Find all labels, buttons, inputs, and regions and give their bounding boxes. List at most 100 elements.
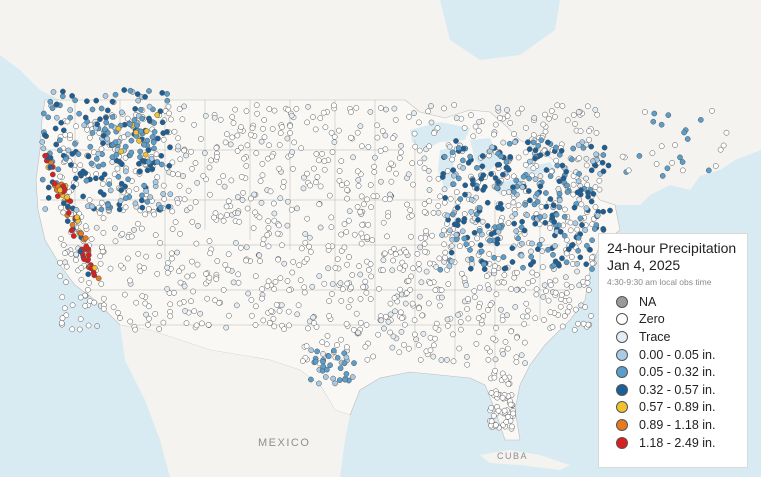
station-dot: [327, 362, 333, 369]
station-dot: [389, 267, 396, 274]
station-dot: [341, 221, 348, 227]
station-dot: [485, 286, 492, 293]
station-dot: [82, 170, 89, 176]
station-dot: [138, 106, 144, 113]
station-dot: [217, 116, 224, 123]
station-dot: [181, 196, 188, 203]
station-dot: [550, 251, 556, 258]
station-dot: [280, 179, 287, 185]
station-dot: [97, 116, 103, 123]
station-dot: [358, 230, 365, 237]
station-dot: [556, 204, 563, 211]
station-dot: [343, 371, 350, 377]
station-dot: [460, 157, 466, 164]
station-dot: [325, 243, 332, 249]
station-dot: [511, 220, 518, 227]
station-dot: [64, 118, 71, 125]
station-dot: [548, 168, 555, 175]
station-dot: [396, 155, 403, 161]
station-dot: [534, 190, 541, 197]
station-dot: [427, 280, 434, 287]
station-dot: [512, 304, 519, 310]
station-dot: [296, 262, 303, 269]
station-dot: [316, 157, 322, 164]
station-dot: [658, 121, 665, 128]
station-dot: [119, 230, 126, 237]
station-dot: [97, 253, 103, 260]
station-dot: [58, 235, 64, 242]
station-dot: [375, 331, 381, 338]
station-dot: [389, 344, 396, 351]
station-dot: [276, 222, 282, 229]
station-dot: [553, 211, 560, 218]
station-dot: [119, 161, 125, 168]
station-dot: [479, 218, 486, 225]
station-dot: [546, 115, 552, 122]
station-dot: [334, 342, 340, 348]
station-dot: [556, 178, 563, 185]
station-dot: [47, 98, 54, 105]
station-dot: [437, 266, 444, 273]
station-dot: [117, 197, 124, 204]
station-dot: [561, 232, 568, 239]
station-dot: [513, 334, 520, 341]
station-dot: [54, 193, 61, 199]
station-dot: [214, 154, 220, 160]
legend-swatch: [616, 330, 628, 343]
station-dot: [464, 354, 470, 360]
station-dot: [329, 291, 335, 297]
station-dot: [261, 134, 268, 141]
station-dot: [159, 90, 166, 96]
station-dot: [410, 265, 416, 272]
station-dot: [592, 204, 599, 210]
station-dot: [195, 222, 201, 229]
station-dot: [541, 282, 548, 289]
station-dot: [372, 154, 378, 161]
station-dot: [302, 231, 309, 237]
station-dot: [562, 274, 569, 281]
station-dot: [426, 187, 433, 193]
station-dot: [441, 241, 448, 248]
station-dot: [159, 119, 166, 126]
station-dot: [322, 374, 329, 380]
station-dot: [599, 159, 606, 166]
cuba-label: CUBA: [497, 451, 529, 461]
station-dot: [122, 143, 129, 150]
station-dot: [328, 224, 335, 230]
station-dot: [112, 225, 118, 232]
station-dot: [289, 149, 296, 156]
station-dot: [355, 182, 362, 189]
station-dot: [556, 262, 562, 269]
station-dot: [524, 313, 531, 320]
station-dot: [593, 130, 600, 136]
station-dot: [499, 317, 506, 324]
station-dot: [320, 363, 327, 370]
station-dot: [154, 174, 161, 181]
station-dot: [709, 107, 715, 114]
station-dot: [371, 169, 378, 175]
station-dot: [495, 407, 502, 414]
station-dot: [174, 249, 180, 256]
station-dot: [398, 142, 404, 149]
station-dot: [390, 333, 397, 340]
station-dot: [176, 106, 183, 112]
station-dot: [172, 219, 179, 225]
station-dot: [100, 305, 107, 312]
station-dot: [468, 196, 475, 203]
station-dot: [100, 181, 106, 187]
station-dot: [444, 168, 451, 174]
station-dot: [316, 273, 323, 279]
station-dot: [101, 171, 108, 178]
station-dot: [596, 186, 603, 193]
station-dot: [495, 104, 501, 111]
station-dot: [419, 312, 426, 319]
station-dot: [532, 155, 538, 162]
station-dot: [41, 132, 48, 138]
station-dot: [174, 199, 181, 206]
station-dot: [61, 305, 68, 312]
legend-subtitle: 4:30-9:30 am local obs time: [607, 277, 712, 287]
station-dot: [430, 353, 437, 360]
station-dot: [600, 168, 607, 175]
station-dot: [478, 248, 485, 255]
station-dot: [451, 172, 457, 179]
